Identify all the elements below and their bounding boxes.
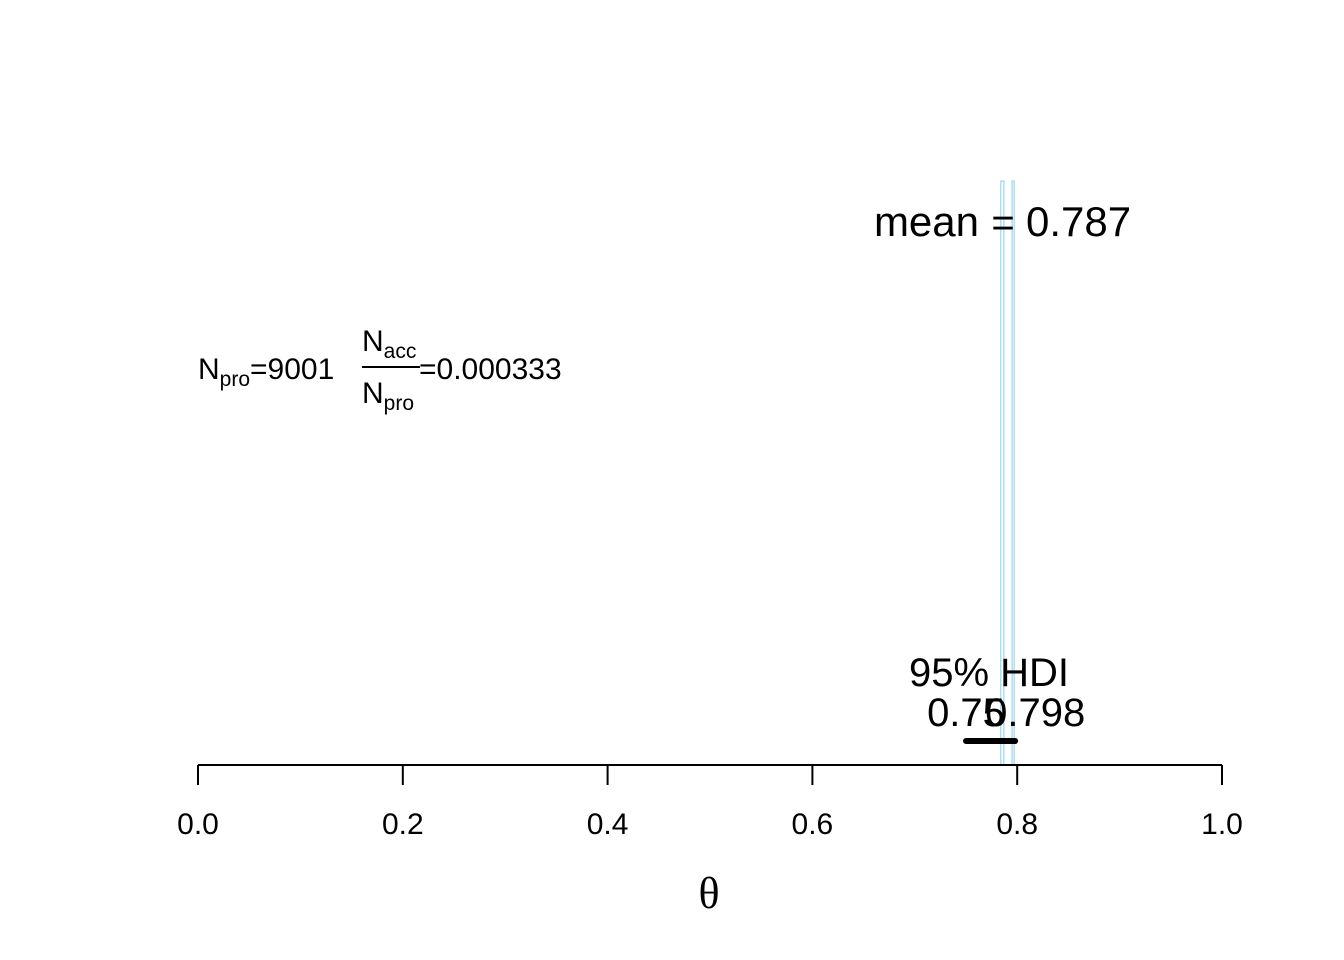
ratio-value: =0.000333 [419,353,562,386]
mean-label: mean [874,198,979,245]
hdi-label: 95% HDI [909,651,1069,695]
hdi-high-label: 0.798 [985,691,1085,735]
frac-numerator: Nacc [362,325,416,363]
n-annotation: Npro=9001 Nacc Npro =0.000333 [198,325,562,415]
x-tick-label: 0.0 [177,808,219,841]
frac-num-sub: acc [384,340,417,363]
frac-den-sub: pro [384,392,414,415]
x-tick-label: 0.6 [792,808,834,841]
mean-value: 0.787 [1026,198,1131,245]
frac-denominator: Npro [362,377,414,415]
n-pro-sub: pro [220,368,250,391]
mean-equals: = [991,201,1014,245]
n-pro-text: Npro=9001 [198,353,334,391]
frac-num-letter: N [362,325,384,358]
x-tick-label: 0.2 [382,808,424,841]
hdi-low-label: 0.75 [927,691,1005,735]
n-pro-letter: N [198,353,220,386]
x-tick-label: 0.8 [996,808,1038,841]
x-tick-label: 0.4 [587,808,629,841]
frac-den-letter: N [362,377,384,410]
x-tick-label: 1.0 [1201,808,1243,841]
x-axis-label: θ [698,869,719,918]
x-axis: 0.0 0.2 0.4 0.6 0.8 1.0 [177,764,1243,841]
n-pro-value: =9001 [250,353,334,386]
